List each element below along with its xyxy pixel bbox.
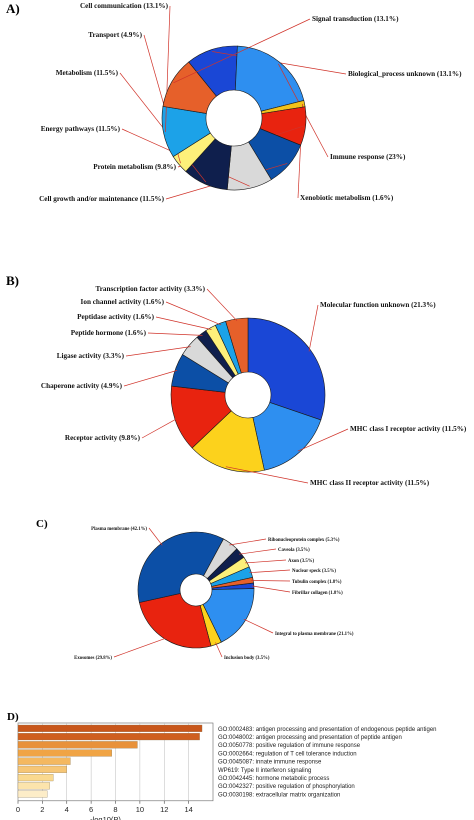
x-tick-label: 8	[113, 805, 117, 814]
slice-label: Immune response (23%)	[330, 153, 406, 161]
bar	[17, 774, 54, 782]
bar-label: GO:0042327: positive regulation of phosp…	[218, 784, 355, 790]
leader-line	[123, 370, 178, 387]
slice-label: Tubulin complex (1.8%)	[292, 580, 342, 585]
slice-label: Metabolism (11.5%)	[56, 69, 119, 77]
slice-label: Nuclear speck (3.5%)	[292, 569, 336, 574]
x-tick-label: 0	[16, 805, 20, 814]
slice-label: Ribonucleoprotein complex (5.3%)	[268, 538, 340, 543]
leader-line	[141, 418, 178, 439]
pie-slice	[247, 317, 326, 421]
leader-line	[206, 288, 238, 322]
slice-label: Cell growth and/or maintenance (11.5%)	[39, 195, 165, 203]
slice-label: Ligase activity (3.3%)	[57, 352, 125, 360]
x-tick-label: 2	[40, 805, 44, 814]
x-tick-label: 4	[65, 805, 69, 814]
bar	[17, 741, 138, 749]
bar	[17, 749, 112, 757]
bar-label: GO:0030198: extracellular matrix organiz…	[218, 792, 340, 798]
bar	[17, 733, 200, 741]
panel-label-c: C)	[36, 518, 48, 530]
leader-line	[125, 346, 191, 357]
leader-line	[251, 585, 291, 593]
leader-line	[173, 18, 311, 84]
bar	[17, 765, 67, 773]
pie-slice	[162, 61, 217, 114]
bar	[17, 724, 203, 732]
leader-line	[249, 569, 291, 574]
slice-label: Energy pathways (11.5%)	[41, 125, 121, 133]
leader-line	[243, 618, 274, 634]
bar-label: GO:0002483: antigen processing and prese…	[218, 727, 437, 733]
pie-slice	[225, 317, 249, 374]
leader-line	[148, 527, 163, 546]
leader-line	[147, 332, 203, 336]
slice-label: Plasma membrane (42.1%)	[91, 527, 147, 532]
bar	[17, 757, 71, 765]
leader-line	[155, 316, 212, 330]
slice-label: Biological_process unknown (13.1%)	[348, 70, 462, 78]
pie-chart-c: Fibrillar collagen (1.8%) Integral to pla…	[74, 527, 354, 661]
leader-line	[297, 428, 349, 452]
slice-label: Peptide hormone (1.6%)	[71, 329, 147, 337]
slice-label: Inclusion body (3.5%)	[224, 656, 270, 661]
slice-label: Exosomes (29.8%)	[74, 656, 112, 661]
slice-label: Caveola (3.5%)	[278, 548, 310, 553]
slice-label: Integral to plasma membrane (21.1%)	[275, 632, 354, 637]
x-axis-label: -log10(P)	[90, 815, 121, 820]
leader-line	[225, 466, 309, 484]
leader-line	[113, 637, 168, 658]
leader-line	[215, 642, 223, 658]
slice-label: Ion channel activity (1.6%)	[81, 298, 165, 306]
leader-line	[165, 301, 222, 326]
pie-chart-a: Biological_process unknown (13.1%) Immune…	[39, 2, 462, 203]
panel-label-a: A)	[6, 1, 20, 16]
bar-label: GO:0045087: innate immune response	[218, 760, 322, 766]
pie-slice	[202, 588, 255, 643]
slice-label: MHC class I receptor activity (11.5%)	[350, 425, 467, 433]
pie-slice	[139, 593, 212, 649]
slice-label: Signal transduction (13.1%)	[312, 15, 399, 23]
slice-label: Transport (4.9%)	[88, 31, 142, 39]
slice-label: Receptor activity (9.8%)	[65, 434, 141, 442]
leader-line	[308, 304, 319, 352]
slice-label: Transcription factor activity (3.3%)	[95, 285, 205, 293]
x-tick-label: 12	[160, 805, 168, 814]
bar	[17, 782, 50, 790]
x-tick-label: 10	[136, 805, 144, 814]
bar-label: GO:0048002: antigen processing and prese…	[218, 735, 402, 741]
bar	[17, 790, 48, 798]
bar-label: GO:0050778: positive regulation of immun…	[218, 743, 361, 749]
panel-label-b: B)	[6, 273, 19, 288]
slice-label: Axon (3.5%)	[288, 559, 315, 564]
x-tick-label: 6	[89, 805, 93, 814]
leader-line	[165, 5, 171, 133]
slice-label: Fibrillar collagen (1.8%)	[292, 591, 343, 596]
bar-label: GO:0002664: regulation of T cell toleran…	[218, 751, 357, 757]
pie-chart-b: Molecular function unknown (21.3%) MHC cl…	[41, 285, 467, 487]
slice-label: Protein metabolism (9.8%)	[93, 163, 176, 171]
leader-line	[238, 548, 277, 555]
pie-slice	[211, 576, 254, 589]
pie-slice	[252, 402, 322, 471]
bar-chart-d: 0 2 4 6 8 10 12 14 GO:0002483: antigen processin…	[16, 722, 437, 820]
x-tick-label: 14	[184, 805, 192, 814]
slice-label: Peptidase activity (1.6%)	[77, 313, 154, 321]
slice-label: MHC class II receptor activity (11.5%)	[310, 479, 430, 487]
pie-slice	[191, 410, 265, 473]
leader-line	[229, 538, 267, 546]
slice-label: Cell communication (13.1%)	[80, 2, 169, 10]
panel-label-d: D)	[7, 711, 19, 723]
pie-slice	[137, 531, 224, 603]
bar-label: GO:0042445: hormone metabolic process	[218, 776, 329, 782]
slice-label: Chaperone activity (4.9%)	[41, 382, 123, 390]
bar-label: WP619: Type II interferon signaling	[218, 768, 311, 774]
leader-line	[245, 559, 287, 564]
slice-label: Xenobiotic metabolism (1.6%)	[300, 194, 394, 202]
pie-slice	[235, 45, 305, 112]
slice-label: Molecular function unknown (21.3%)	[320, 301, 436, 309]
leader-line	[251, 580, 291, 582]
